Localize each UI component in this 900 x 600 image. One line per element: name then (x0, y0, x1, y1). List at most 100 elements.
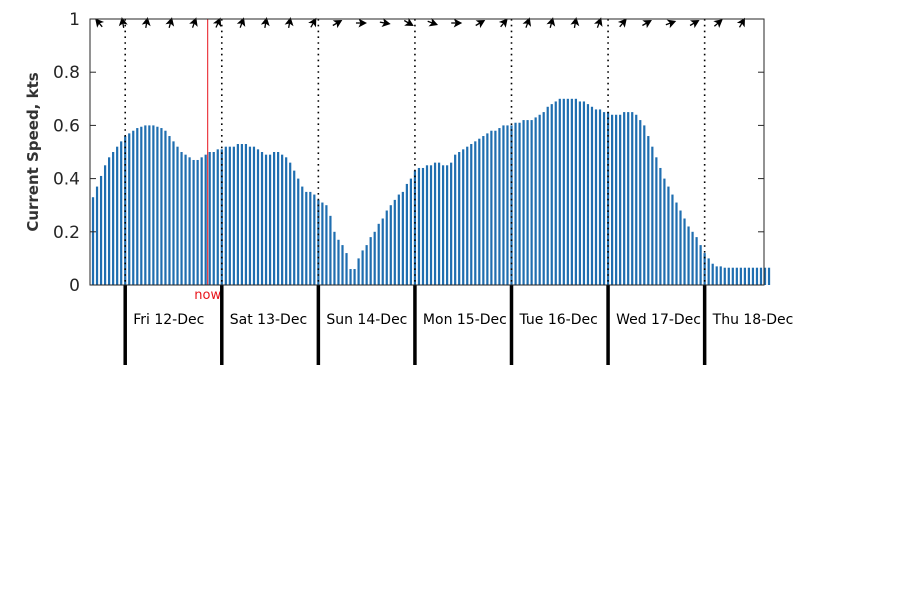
arrow-head (642, 20, 652, 29)
day-label: Sun 14-Dec (326, 312, 407, 328)
bar (578, 101, 582, 286)
bar (433, 162, 437, 285)
bar (566, 98, 569, 285)
bar (116, 146, 119, 285)
bar (108, 157, 111, 285)
bar (683, 218, 686, 285)
bar (361, 250, 364, 285)
bar (446, 165, 449, 285)
bar (260, 152, 264, 285)
bar (341, 245, 344, 285)
bar (176, 146, 179, 285)
y-tick-label: 0 (69, 276, 80, 296)
bar (156, 126, 159, 285)
y-axis-ticks: 0 0.2 0.4 0.6 0.8 1 (53, 10, 764, 296)
now-label: now (194, 288, 221, 303)
bar (236, 144, 239, 285)
bar (763, 267, 767, 285)
bar (711, 263, 714, 285)
bar (522, 120, 525, 285)
bar (590, 106, 594, 285)
bar (598, 109, 602, 285)
arrow-head (212, 17, 222, 28)
bar (244, 144, 248, 285)
bar (437, 162, 441, 285)
bar (256, 149, 260, 285)
bar (743, 267, 746, 285)
direction-arrow-icon (451, 18, 463, 28)
bar (707, 258, 710, 285)
bar (99, 175, 103, 285)
bar (357, 258, 360, 285)
bar (429, 165, 433, 285)
bar (602, 112, 606, 285)
bar (248, 146, 252, 285)
day-label: Thu 18-Dec (712, 312, 794, 328)
bar (103, 165, 107, 285)
direction-arrow-icon (95, 18, 105, 28)
bar (699, 245, 702, 285)
bar (695, 237, 698, 285)
bar (148, 125, 151, 286)
bar (120, 141, 123, 285)
day-labels: Fri 12-Dec Sat 13-Dec Sun 14-Dec Mon 15-Dec… (133, 312, 793, 328)
direction-arrow-icon (522, 17, 532, 28)
direction-arrow-icon (475, 20, 486, 29)
arrow-head (165, 17, 175, 27)
arrow-head (475, 20, 486, 29)
arrow-head (498, 18, 508, 28)
bar (727, 267, 730, 285)
bar (546, 106, 549, 285)
direction-arrow-icon (165, 17, 175, 28)
bar (385, 210, 388, 285)
bar (441, 165, 445, 285)
bar (349, 269, 352, 285)
bar (506, 125, 509, 286)
bar (466, 146, 469, 285)
bar (631, 112, 634, 285)
bar (132, 130, 135, 285)
arrow-head (570, 17, 580, 27)
day-boundaries (123, 19, 707, 365)
bar (373, 231, 376, 285)
direction-arrow-icon (236, 17, 246, 28)
bar (200, 157, 203, 285)
bar (421, 167, 425, 285)
bar (216, 149, 219, 285)
bar (140, 126, 143, 285)
direction-arrow-icon (617, 18, 627, 28)
direction-arrow-icon (379, 18, 391, 27)
bar (502, 125, 505, 286)
bar (369, 237, 372, 285)
bar (594, 109, 598, 285)
bar (224, 146, 227, 285)
bar (450, 162, 453, 285)
direction-arrows (95, 17, 745, 29)
bar (615, 114, 618, 285)
arrow-head (522, 17, 532, 27)
bar (759, 267, 763, 285)
bar (767, 267, 771, 285)
bar (667, 186, 670, 285)
direction-arrow-icon (498, 18, 508, 28)
bar (582, 101, 586, 286)
bar (478, 138, 481, 285)
y-tick-label: 0.4 (53, 170, 80, 190)
bar (228, 146, 231, 285)
direction-arrow-icon (212, 17, 222, 28)
bar (691, 231, 694, 285)
bar (627, 112, 630, 285)
bar (144, 125, 147, 286)
bar (623, 112, 626, 285)
arrow-head (453, 18, 463, 28)
bar (389, 205, 392, 285)
bar (747, 267, 751, 285)
day-label: Fri 12-Dec (133, 312, 204, 328)
arrow-head (736, 17, 745, 28)
bar (281, 154, 284, 285)
bar (301, 186, 304, 285)
direction-arrow-icon (260, 17, 270, 29)
bar (268, 154, 272, 285)
bar (586, 104, 590, 286)
